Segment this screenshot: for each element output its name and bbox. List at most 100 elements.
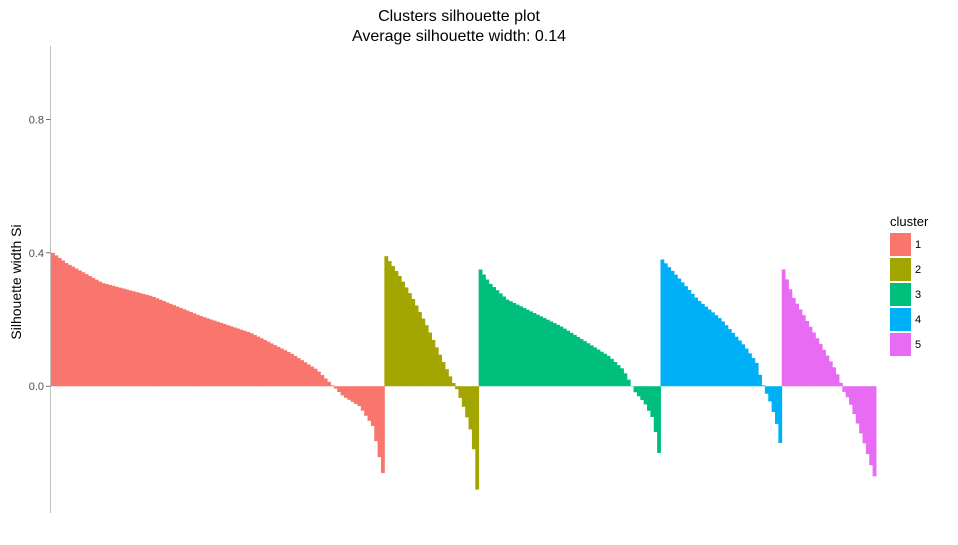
silhouette-bar-cluster-1: [283, 350, 288, 387]
silhouette-bar-cluster-1: [145, 294, 150, 387]
silhouette-bar-cluster-1: [350, 386, 355, 402]
silhouette-bar-cluster-3: [653, 386, 658, 432]
silhouette-bar-cluster-1: [185, 310, 190, 387]
silhouette-bar-cluster-1: [57, 257, 62, 387]
silhouette-bar-cluster-2: [387, 261, 392, 387]
silhouette-bar-cluster-3: [616, 365, 621, 387]
silhouette-bar-cluster-2: [418, 312, 422, 387]
silhouette-bar-cluster-2: [414, 305, 419, 387]
legend-key-5: [890, 333, 911, 356]
silhouette-bar-cluster-1: [64, 262, 69, 387]
silhouette-bar-cluster-4: [677, 278, 682, 387]
silhouette-bar-cluster-1: [128, 290, 133, 387]
silhouette-bar-cluster-2: [394, 270, 399, 387]
legend-title: cluster: [890, 214, 929, 229]
silhouette-bar-cluster-3: [657, 386, 661, 453]
silhouette-bar-cluster-4: [660, 259, 665, 387]
silhouette-bar-cluster-1: [317, 371, 321, 387]
silhouette-bar-cluster-1: [303, 362, 308, 387]
silhouette-bar-cluster-3: [495, 290, 500, 387]
silhouette-bar-cluster-5: [859, 386, 863, 434]
silhouette-bar-cluster-1: [178, 307, 183, 387]
silhouette-bar-cluster-1: [141, 294, 146, 387]
silhouette-bar-cluster-1: [330, 385, 335, 387]
silhouette-bar-cluster-4: [761, 385, 766, 387]
silhouette-bar-cluster-4: [684, 286, 688, 387]
silhouette-bar-cluster-1: [192, 313, 197, 387]
silhouette-bar-cluster-3: [502, 296, 507, 387]
silhouette-bar-cluster-3: [613, 362, 618, 387]
silhouette-bar-cluster-3: [482, 274, 486, 387]
silhouette-bar-cluster-1: [77, 270, 82, 387]
bars-group: [51, 252, 877, 490]
silhouette-bar-cluster-4: [711, 312, 715, 387]
silhouette-bar-cluster-2: [391, 266, 395, 387]
silhouette-bar-cluster-2: [421, 318, 426, 387]
silhouette-bar-cluster-1: [51, 252, 55, 387]
silhouette-bar-cluster-1: [138, 293, 143, 387]
silhouette-bar-cluster-1: [148, 295, 153, 387]
silhouette-bar-cluster-1: [101, 283, 106, 387]
silhouette-bar-cluster-5: [835, 374, 840, 387]
silhouette-bar-cluster-5: [852, 386, 857, 415]
silhouette-bar-cluster-4: [748, 353, 752, 387]
legend-label-5: 5: [915, 339, 921, 351]
silhouette-bar-cluster-4: [694, 297, 698, 387]
chart-subtitle: Average silhouette width: 0.14: [352, 28, 566, 45]
silhouette-bar-cluster-1: [155, 298, 160, 387]
silhouette-bar-cluster-2: [431, 339, 436, 387]
silhouette-bar-cluster-4: [690, 293, 695, 387]
silhouette-bar-cluster-1: [125, 289, 129, 387]
silhouette-bar-cluster-3: [535, 314, 540, 387]
silhouette-bar-cluster-3: [606, 355, 611, 387]
y-axis-ticks: 0.0 0.4 0.8: [29, 114, 51, 393]
silhouette-bar-cluster-4: [707, 309, 712, 387]
silhouette-bar-cluster-2: [458, 386, 463, 398]
silhouette-bar-cluster-3: [552, 323, 557, 387]
silhouette-bar-cluster-5: [822, 349, 826, 387]
silhouette-bar-cluster-4: [771, 386, 776, 413]
silhouette-bar-cluster-1: [152, 297, 156, 387]
silhouette-bar-cluster-1: [364, 386, 368, 416]
silhouette-bar-cluster-4: [764, 386, 769, 394]
legend-key-2: [890, 258, 911, 281]
silhouette-bar-cluster-2: [451, 383, 456, 387]
silhouette-bar-cluster-4: [667, 267, 672, 387]
silhouette-bar-cluster-1: [158, 299, 163, 387]
silhouette-bar-cluster-4: [704, 306, 709, 387]
silhouette-bar-cluster-4: [687, 289, 692, 387]
silhouette-bar-cluster-2: [441, 361, 446, 387]
silhouette-bar-cluster-1: [347, 386, 352, 400]
silhouette-bar-cluster-3: [589, 345, 594, 387]
silhouette-bar-cluster-4: [670, 270, 675, 387]
silhouette-bar-cluster-1: [320, 375, 325, 387]
silhouette-bar-cluster-1: [293, 355, 298, 387]
silhouette-bar-cluster-1: [253, 334, 257, 387]
silhouette-bar-cluster-5: [869, 386, 874, 466]
silhouette-bar-cluster-3: [583, 341, 587, 387]
silhouette-bar-cluster-2: [475, 386, 480, 490]
silhouette-bar-cluster-1: [104, 284, 109, 387]
silhouette-bar-cluster-1: [357, 386, 362, 406]
silhouette-bar-cluster-2: [434, 347, 439, 387]
silhouette-bar-cluster-1: [259, 338, 264, 387]
silhouette-bar-cluster-2: [461, 386, 466, 407]
silhouette-bar-cluster-4: [754, 362, 759, 387]
legend-label-3: 3: [915, 289, 921, 301]
silhouette-bar-cluster-1: [367, 386, 372, 421]
silhouette-bar-cluster-1: [273, 345, 278, 387]
silhouette-bar-cluster-1: [229, 326, 234, 387]
silhouette-bar-cluster-4: [700, 303, 705, 387]
silhouette-bar-cluster-3: [546, 319, 550, 387]
silhouette-bar-cluster-5: [795, 303, 799, 387]
silhouette-bar-cluster-5: [845, 386, 850, 398]
silhouette-bar-cluster-5: [872, 386, 877, 477]
silhouette-bar-cluster-5: [818, 344, 823, 387]
silhouette-bar-cluster-1: [266, 341, 271, 387]
silhouette-bar-cluster-1: [121, 288, 126, 387]
silhouette-bar-cluster-2: [428, 332, 432, 387]
legend-key-1: [890, 233, 911, 256]
silhouette-bar-cluster-1: [279, 348, 284, 387]
silhouette-bar-cluster-1: [111, 285, 116, 387]
silhouette-bar-cluster-2: [401, 281, 406, 387]
